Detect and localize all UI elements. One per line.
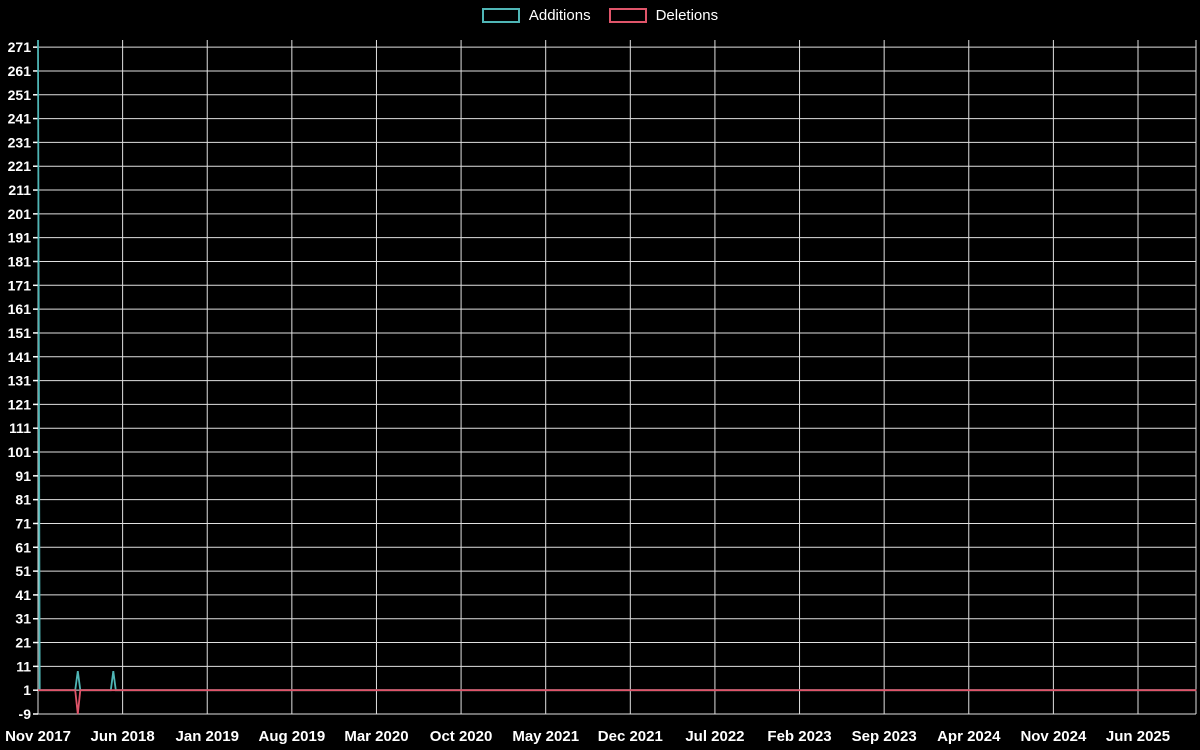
x-axis-tick-label: Apr 2024 xyxy=(937,728,1001,745)
y-axis-tick-label: 221 xyxy=(8,158,32,174)
y-axis-tick-label: 261 xyxy=(8,63,32,79)
x-axis-tick-label: Aug 2019 xyxy=(258,728,325,745)
x-axis-tick-label: Jul 2022 xyxy=(685,728,744,745)
y-axis-tick-label: 131 xyxy=(8,373,32,389)
y-axis-tick-label: 11 xyxy=(16,658,31,674)
series-line-additions xyxy=(37,39,1197,692)
x-axis-tick-label: Jun 2025 xyxy=(1106,728,1170,745)
y-axis-tick-label: 181 xyxy=(8,253,32,269)
y-axis-tick-label: 61 xyxy=(15,539,31,555)
x-axis-tick-label: Mar 2020 xyxy=(344,728,408,745)
y-axis-tick-label: 71 xyxy=(15,515,31,531)
y-axis-tick-label: 241 xyxy=(8,111,32,127)
x-axis-tick-label: Nov 2017 xyxy=(5,728,71,745)
x-axis-tick-label: Jan 2019 xyxy=(176,728,239,745)
series-line-deletions xyxy=(38,689,1197,715)
legend-item-additions: Additions xyxy=(481,7,591,24)
y-axis-tick-label: 171 xyxy=(8,277,32,293)
legend-label-additions: Additions xyxy=(528,7,591,24)
chart-legend: Additions Deletions xyxy=(0,7,1200,24)
y-axis-tick-label: 31 xyxy=(15,611,31,627)
additions-swatch-icon xyxy=(481,8,520,23)
y-axis-tick-label: 151 xyxy=(8,325,32,341)
y-axis-tick-label: 231 xyxy=(8,134,32,150)
y-axis-tick-label: 141 xyxy=(8,349,32,365)
y-axis-tick-label: 271 xyxy=(8,39,32,55)
x-axis-tick-label: Oct 2020 xyxy=(430,728,493,745)
x-axis-tick-label: Dec 2021 xyxy=(598,728,663,745)
y-axis-tick-label: 81 xyxy=(15,492,31,508)
legend-item-deletions: Deletions xyxy=(608,7,719,24)
y-axis-tick-label: 161 xyxy=(8,301,32,317)
x-axis-tick-label: Nov 2024 xyxy=(1020,728,1087,745)
y-axis-tick-label: 41 xyxy=(15,587,31,603)
legend-label-deletions: Deletions xyxy=(655,7,719,24)
y-axis-tick-label: 1 xyxy=(23,682,31,698)
y-axis-tick-label: 51 xyxy=(15,563,31,579)
y-axis-tick-label: 251 xyxy=(8,87,32,103)
x-axis-tick-label: Jun 2018 xyxy=(91,728,155,745)
y-axis-tick-label: 21 xyxy=(15,635,31,651)
y-axis-tick-label: 211 xyxy=(8,182,31,198)
y-axis-tick-label: 91 xyxy=(15,468,31,484)
x-axis-tick-label: Sep 2023 xyxy=(852,728,917,745)
y-axis-tick-label: -9 xyxy=(19,706,32,722)
y-axis-tick-label: 201 xyxy=(8,206,32,222)
deletions-swatch-icon xyxy=(608,8,647,23)
y-axis-tick-label: 121 xyxy=(8,396,32,412)
y-axis-tick-label: 191 xyxy=(8,230,32,246)
x-axis-tick-label: May 2021 xyxy=(512,728,579,745)
y-axis-tick-label: 101 xyxy=(8,444,32,460)
x-axis-tick-label: Feb 2023 xyxy=(767,728,831,745)
y-axis-tick-label: 111 xyxy=(9,420,31,436)
